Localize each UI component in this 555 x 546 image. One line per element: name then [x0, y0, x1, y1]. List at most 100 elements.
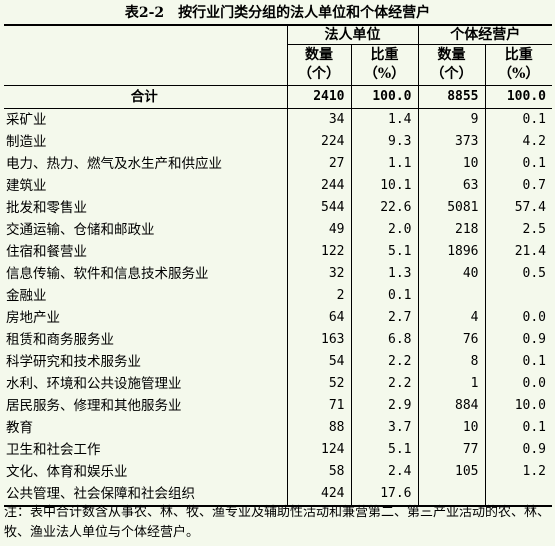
table-row: 居民服务、修理和其他服务业 71 2.9 884 10.0 — [4, 395, 552, 417]
header-count-individual: 数量 （个） — [417, 44, 485, 86]
legal-count-cell: 224 — [286, 131, 351, 153]
industry-label: 交通运输、仓储和邮政业 — [6, 222, 155, 238]
individual-share-cell: 0.1 — [484, 108, 552, 131]
table-row: 制造业 224 9.3 373 4.2 — [4, 131, 552, 153]
table-row: 公共管理、社会保障和社会组织 424 17.6 — [4, 483, 552, 507]
legal-count-cell: 124 — [286, 439, 351, 461]
industry-label: 批发和零售业 — [6, 200, 87, 216]
legal-share-cell: 2.2 — [350, 373, 418, 395]
industry-label: 住宿和餐营业 — [6, 244, 87, 260]
header-count-label: 数量 — [437, 47, 466, 63]
legal-share-cell: 1.1 — [350, 153, 418, 175]
legal-share-cell: 22.6 — [350, 197, 418, 219]
table-row: 住宿和餐营业 122 5.1 1896 21.4 — [4, 241, 552, 263]
individual-count-cell: 1 — [417, 373, 485, 395]
industry-label: 科学研究和技术服务业 — [6, 354, 141, 370]
table-row: 租赁和商务服务业 163 6.8 76 0.9 — [4, 329, 552, 351]
individual-share-cell: 0.9 — [484, 439, 552, 461]
individual-share-cell: 0.1 — [484, 417, 552, 439]
industry-label: 建筑业 — [6, 178, 47, 194]
individual-share-cell: 4.2 — [484, 131, 552, 153]
individual-count-cell: 9 — [417, 108, 485, 131]
individual-share-cell: 0.1 — [484, 153, 552, 175]
industry-label: 房地产业 — [6, 310, 60, 326]
header-count-legal: 数量 （个） — [286, 44, 351, 86]
data-table: 法人单位 个体经营户 数量 （个） 比重 （%） 数量 （个） 比重 — [4, 24, 552, 507]
legal-count-cell: 2 — [286, 285, 351, 307]
individual-share-cell — [484, 483, 552, 507]
individual-count-cell — [417, 483, 485, 507]
table-row: 建筑业 244 10.1 63 0.7 — [4, 175, 552, 197]
individual-count-cell: 10 — [417, 153, 485, 175]
individual-share-cell: 2.5 — [484, 219, 552, 241]
legal-share-cell: 17.6 — [350, 483, 418, 507]
header-share-individual: 比重 （%） — [484, 44, 552, 86]
legal-share-cell: 2.7 — [350, 307, 418, 329]
header-blank-2 — [4, 45, 287, 86]
legal-share-cell: 3.7 — [350, 417, 418, 439]
header-individual-businesses: 个体经营户 — [417, 24, 552, 45]
individual-share-cell: 0.9 — [484, 329, 552, 351]
individual-count-cell: 105 — [417, 461, 485, 483]
legal-share-cell: 5.1 — [350, 241, 418, 263]
individual-share-cell: 0.0 — [484, 373, 552, 395]
header-share-unit: （%） — [363, 66, 406, 82]
table-row: 电力、热力、燃气及水生产和供应业 27 1.1 10 0.1 — [4, 153, 552, 175]
total-legal-share: 100.0 — [350, 85, 418, 109]
legal-count-cell: 122 — [286, 241, 351, 263]
industry-label: 电力、热力、燃气及水生产和供应业 — [6, 156, 222, 172]
legal-count-cell: 49 — [286, 219, 351, 241]
total-legal-count: 2410 — [286, 85, 351, 109]
individual-share-cell — [484, 285, 552, 307]
legal-share-cell: 2.0 — [350, 219, 418, 241]
industry-label: 教育 — [6, 420, 33, 436]
header-blank — [4, 24, 287, 45]
industry-label: 制造业 — [6, 134, 47, 150]
table-title: 表2-2 按行业门类分组的法人单位和个体经营户 — [124, 5, 431, 21]
legal-count-cell: 27 — [286, 153, 351, 175]
legal-share-cell: 2.2 — [350, 351, 418, 373]
table-row: 交通运输、仓储和邮政业 49 2.0 218 2.5 — [4, 219, 552, 241]
individual-share-cell: 10.0 — [484, 395, 552, 417]
legal-count-cell: 54 — [286, 351, 351, 373]
total-row: 合计 2410 100.0 8855 100.0 — [4, 85, 552, 109]
legal-count-cell: 544 — [286, 197, 351, 219]
header-legal-units: 法人单位 — [286, 24, 418, 45]
total-individual-count: 8855 — [417, 85, 485, 109]
individual-share-cell: 21.4 — [484, 241, 552, 263]
header-count-label: 数量 — [305, 47, 333, 63]
table-row: 科学研究和技术服务业 54 2.2 8 0.1 — [4, 351, 552, 373]
legal-count-cell: 71 — [286, 395, 351, 417]
industry-label: 水利、环境和公共设施管理业 — [6, 376, 182, 392]
table-row: 批发和零售业 544 22.6 5081 57.4 — [4, 197, 552, 219]
industry-label: 信息传输、软件和信息技术服务业 — [6, 266, 209, 282]
header-share-label: 比重 — [370, 47, 399, 63]
legal-share-cell: 1.4 — [350, 108, 418, 131]
table-row: 文化、体育和娱乐业 58 2.4 105 1.2 — [4, 461, 552, 483]
legal-count-cell: 163 — [286, 329, 351, 351]
industry-label: 卫生和社会工作 — [6, 442, 101, 458]
legal-share-cell: 10.1 — [350, 175, 418, 197]
header-share-legal: 比重 （%） — [350, 44, 418, 86]
industry-label: 居民服务、修理和其他服务业 — [6, 398, 182, 414]
header-count-unit: （个） — [430, 66, 473, 82]
individual-count-cell: 10 — [417, 417, 485, 439]
individual-count-cell: 4 — [417, 307, 485, 329]
individual-count-cell: 76 — [417, 329, 485, 351]
industry-label: 文化、体育和娱乐业 — [6, 464, 128, 480]
individual-count-cell — [417, 285, 485, 307]
individual-count-cell: 884 — [417, 395, 485, 417]
table-row: 水利、环境和公共设施管理业 52 2.2 1 0.0 — [4, 373, 552, 395]
industry-label: 采矿业 — [6, 112, 47, 128]
individual-count-cell: 218 — [417, 219, 485, 241]
table-row: 采矿业 34 1.4 9 0.1 — [4, 108, 552, 131]
table-row: 金融业 2 0.1 — [4, 285, 552, 307]
industry-label: 租赁和商务服务业 — [6, 332, 114, 348]
legal-count-cell: 64 — [286, 307, 351, 329]
individual-count-cell: 1896 — [417, 241, 485, 263]
table-row: 教育 88 3.7 10 0.1 — [4, 417, 552, 439]
header-share-label: 比重 — [504, 47, 533, 63]
individual-count-cell: 5081 — [417, 197, 485, 219]
legal-share-cell: 2.4 — [350, 461, 418, 483]
